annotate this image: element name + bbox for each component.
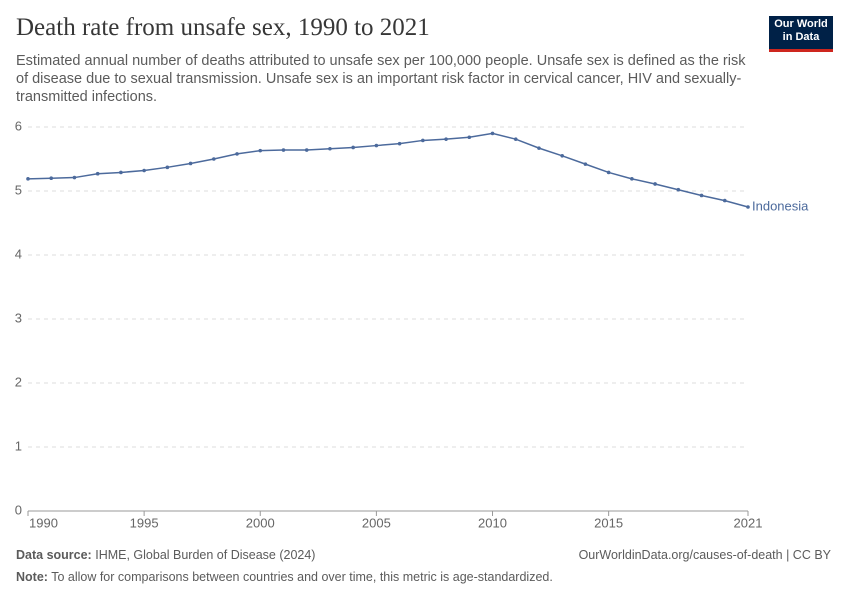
- point: [374, 143, 379, 148]
- y-tick-label: 0: [15, 502, 22, 517]
- credit[interactable]: OurWorldinData.org/causes-of-death | CC …: [578, 548, 831, 562]
- y-tick-label: 4: [15, 246, 22, 261]
- point: [746, 205, 750, 209]
- y-tick-label: 6: [15, 118, 22, 133]
- point: [351, 145, 355, 150]
- point: [304, 148, 309, 152]
- point: [513, 137, 518, 141]
- point: [630, 177, 634, 181]
- point: [676, 187, 681, 192]
- x-tick-label: 2021: [734, 515, 763, 530]
- point: [258, 148, 263, 153]
- point: [212, 157, 216, 161]
- point: [281, 148, 286, 152]
- y-tick-label: 5: [15, 182, 22, 197]
- note-label: Note:: [16, 570, 48, 584]
- point: [26, 177, 30, 181]
- series-label: Indonesia: [752, 198, 809, 213]
- chart-subtitle: Estimated annual number of deaths attrib…: [16, 53, 746, 105]
- point: [119, 170, 123, 175]
- x-tick-label: 1995: [130, 515, 159, 530]
- point: [95, 171, 100, 176]
- point: [490, 131, 495, 136]
- x-tick-label: 2010: [478, 515, 507, 530]
- point: [328, 146, 332, 151]
- source-text: IHME, Global Burden of Disease (2024): [95, 548, 316, 562]
- line: [27, 132, 749, 208]
- point: [722, 198, 727, 203]
- point: [397, 141, 402, 146]
- point: [583, 162, 588, 166]
- point: [72, 175, 77, 180]
- source-label: Data source:: [16, 548, 92, 562]
- y-tick-label: 2: [15, 374, 22, 389]
- point: [165, 165, 170, 170]
- y-tick-label: 3: [15, 310, 22, 325]
- point: [653, 182, 657, 186]
- point: [421, 138, 425, 143]
- point: [537, 146, 541, 150]
- x-tick-label: 1990: [29, 515, 58, 530]
- x-tick-label: 2000: [246, 515, 275, 530]
- point: [606, 170, 611, 175]
- point: [699, 193, 704, 198]
- y-tick-label: 1: [15, 438, 22, 453]
- x-tick-label: 2005: [362, 515, 391, 530]
- x-tick-label: 2015: [594, 515, 623, 530]
- source: Data source: IHME, Global Burden of Dise…: [16, 548, 315, 562]
- point: [235, 152, 239, 156]
- logo[interactable]: Our World in Data: [769, 16, 833, 52]
- logo-text: Our World: [774, 18, 828, 30]
- point: [560, 154, 564, 158]
- point: [188, 161, 193, 166]
- note: Note: To allow for comparisons between c…: [16, 570, 553, 584]
- chart-title: Death rate from unsafe sex, 1990 to 2021: [16, 14, 430, 41]
- logo-text: in Data: [782, 31, 820, 43]
- point: [142, 168, 146, 173]
- point: [467, 135, 472, 140]
- point: [49, 176, 54, 180]
- point: [444, 137, 448, 141]
- note-text: To allow for comparisons between countri…: [51, 570, 553, 584]
